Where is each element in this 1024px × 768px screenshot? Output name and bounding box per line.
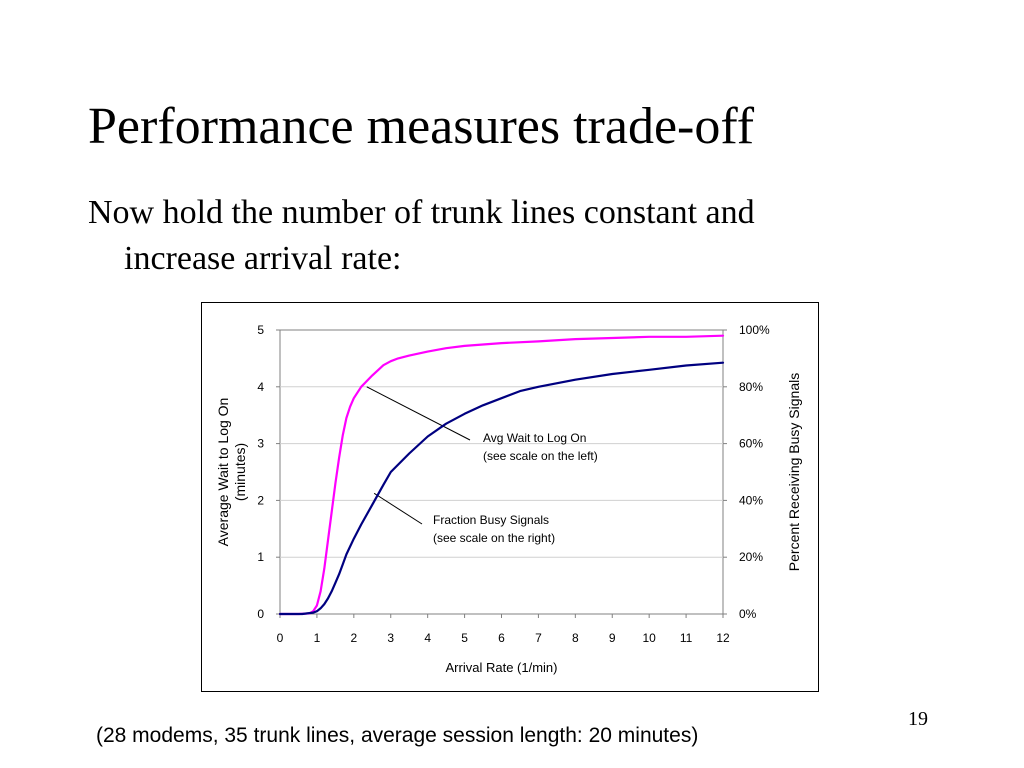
annotation-busy-line1: Fraction Busy Signals: [433, 513, 549, 527]
y2-tick-label: 20%: [739, 550, 763, 564]
footnote: (28 modems, 35 trunk lines, average sess…: [96, 724, 699, 747]
x-tick-label: 5: [461, 631, 468, 645]
annotation-wait-line1: Avg Wait to Log On: [483, 431, 586, 445]
annotation-busy-leader: [373, 492, 423, 525]
y-tick-label: 0: [257, 607, 264, 621]
x-tick-label: 4: [424, 631, 431, 645]
bullet-line-1: Now hold the number of trunk lines const…: [88, 194, 755, 231]
plot-area: [279, 329, 724, 615]
series-lines: [278, 334, 725, 616]
y2-tick-label: 0%: [739, 607, 757, 621]
y2-tick-label: 40%: [739, 493, 763, 507]
y-tick-label: 4: [257, 380, 264, 394]
x-tick-label: 9: [609, 631, 616, 645]
x-tick-label: 0: [277, 631, 284, 645]
y2-tick-label: 100%: [739, 323, 770, 337]
annotation-wait-line2: (see scale on the left): [483, 449, 598, 463]
x-axis-label: Arrival Rate (1/min): [446, 660, 558, 675]
page-number: 19: [908, 708, 928, 730]
annotation-busy-line2: (see scale on the right): [433, 531, 555, 545]
x-tick-label: 3: [387, 631, 394, 645]
y2-tick-label: 60%: [739, 437, 763, 451]
slide-title: Performance measures trade-off: [88, 98, 755, 155]
y-tick-label: 5: [257, 323, 264, 337]
annotation-wait-leader: [366, 386, 471, 441]
x-tick-label: 6: [498, 631, 505, 645]
series-line-avg-wait: [278, 334, 725, 616]
series-line-busy-signals: [278, 361, 725, 616]
x-tick-label: 7: [535, 631, 542, 645]
y-axis-label-line2: (minutes): [232, 443, 248, 501]
gridlines: [280, 386, 723, 558]
y-tick-label: 1: [257, 550, 264, 564]
x-tick-label: 8: [572, 631, 579, 645]
y-tick-label: 3: [257, 437, 264, 451]
bullet-line-2: increase arrival rate:: [124, 240, 402, 277]
y-tick-label: 2: [257, 493, 264, 507]
y2-tick-label: 80%: [739, 380, 763, 394]
chart-frame: 0 1 2 3 4 5 0% 20% 40% 60% 80% 100% 0 1 2 3 4 5 6 7 8 9 10 11 12…: [201, 302, 819, 692]
y-axis-label-line1: Average Wait to Log On: [215, 398, 231, 547]
x-tick-label: 11: [680, 631, 693, 645]
slide-bullet-text: Now hold the number of trunk lines const…: [88, 190, 928, 282]
y2-axis-label: Percent Receiving Busy Signals: [786, 373, 802, 571]
annotation-leaders: [366, 386, 471, 525]
x-tick-label: 2: [350, 631, 357, 645]
x-tick-label: 12: [716, 631, 730, 645]
x-tick-label: 10: [642, 631, 656, 645]
x-tick-label: 1: [314, 631, 321, 645]
